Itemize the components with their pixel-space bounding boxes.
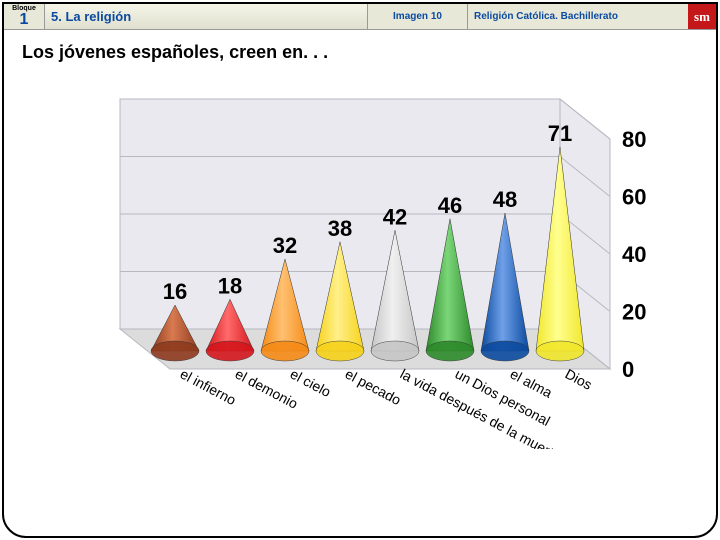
bloque-number: 1 — [20, 12, 29, 28]
svg-text:46: 46 — [438, 193, 462, 218]
belief-chart: 02040608016el infierno18el demonio32el c… — [60, 69, 660, 449]
bloque-label: Bloque 1 — [4, 4, 44, 29]
svg-text:16: 16 — [163, 279, 187, 304]
header-bar: Bloque 1 5. La religión Imagen 10 Religi… — [4, 4, 716, 30]
svg-text:38: 38 — [328, 216, 352, 241]
svg-text:40: 40 — [622, 242, 646, 267]
image-number: Imagen 10 — [368, 4, 468, 29]
svg-text:32: 32 — [273, 233, 297, 258]
category-label: el pecado — [343, 366, 404, 409]
svg-text:42: 42 — [383, 204, 407, 229]
category-label: el infierno — [178, 366, 239, 409]
course-label: Religión Católica. Bachillerato — [468, 4, 688, 29]
svg-text:20: 20 — [622, 300, 646, 325]
page-title: 5. La religión — [44, 4, 368, 29]
svg-text:71: 71 — [548, 121, 572, 146]
publisher-logo: sm — [688, 4, 716, 29]
svg-text:0: 0 — [622, 357, 634, 382]
svg-text:18: 18 — [218, 273, 242, 298]
svg-text:80: 80 — [622, 127, 646, 152]
svg-text:60: 60 — [622, 185, 646, 210]
category-label: Dios — [563, 366, 595, 393]
chart-title: Los jóvenes españoles, creen en. . . — [4, 30, 716, 69]
svg-text:48: 48 — [493, 187, 517, 212]
